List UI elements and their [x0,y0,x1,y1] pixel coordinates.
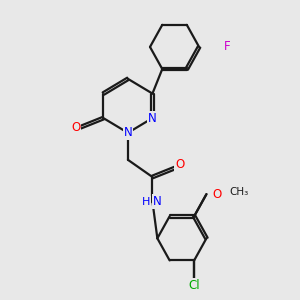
Text: O: O [175,158,184,171]
Text: O: O [213,188,222,201]
Text: N: N [148,112,157,124]
Text: N: N [152,195,161,208]
Text: F: F [224,40,230,53]
Text: Cl: Cl [188,279,200,292]
Text: H: H [142,196,151,206]
Text: N: N [124,126,132,139]
Text: O: O [71,122,80,134]
Text: CH₃: CH₃ [230,187,249,197]
